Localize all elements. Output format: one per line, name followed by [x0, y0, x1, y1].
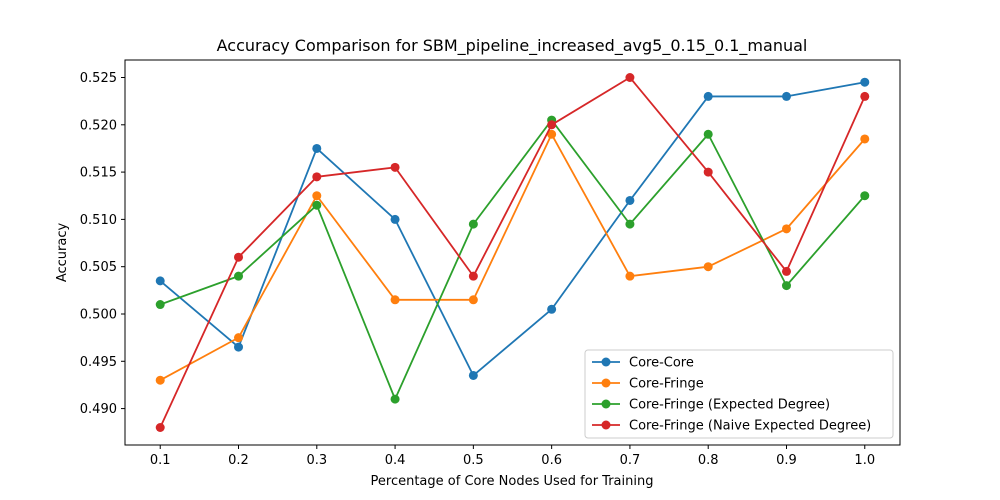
legend-label: Core-Fringe (Expected Degree) — [629, 398, 830, 413]
series-layer — [155, 73, 870, 432]
data-point — [234, 333, 244, 343]
data-point — [390, 394, 400, 404]
y-tick-label: 0.525 — [80, 71, 117, 86]
y-tick-label: 0.495 — [80, 355, 117, 370]
y-tick-label: 0.490 — [80, 402, 117, 417]
y-tick-label: 0.510 — [80, 213, 117, 228]
series-line — [159, 81, 865, 377]
x-tick-label: 0.3 — [306, 453, 327, 468]
legend: Core-Core Core-Fringe Core-Fringe (Expecte… — [584, 349, 894, 439]
legend-label: Core-Core — [629, 356, 694, 371]
data-point — [860, 191, 870, 201]
legend-label: Core-Fringe — [629, 377, 704, 392]
x-tick-label: 1.0 — [854, 453, 875, 468]
series-2 — [155, 129, 870, 385]
data-point — [781, 91, 791, 101]
data-point — [781, 224, 791, 234]
series-line — [159, 119, 866, 401]
data-point — [781, 266, 791, 276]
series-3 — [155, 115, 870, 404]
x-axis-ticks: 0.1 0.2 0.3 0.4 0.5 0.6 0.7 0.8 0.9 1.0 — [150, 445, 875, 468]
series-line — [159, 76, 866, 428]
data-point — [625, 219, 635, 229]
x-tick-label: 0.2 — [228, 453, 249, 468]
data-point — [703, 167, 713, 177]
y-tick-label: 0.520 — [80, 118, 117, 133]
data-point — [860, 91, 870, 101]
data-point — [547, 120, 557, 130]
legend-box — [584, 349, 894, 439]
x-axis-label: Percentage of Core Nodes Used for Traini… — [371, 474, 654, 489]
data-point — [547, 129, 557, 139]
data-point — [155, 423, 165, 432]
y-tick-label: 0.505 — [80, 260, 117, 275]
data-point — [860, 77, 870, 87]
legend-marker-swatch — [601, 420, 611, 430]
data-point — [781, 281, 791, 291]
x-tick-label: 0.8 — [698, 453, 719, 468]
data-point — [860, 134, 870, 144]
y-tick-label: 0.500 — [80, 307, 117, 322]
data-point — [468, 295, 478, 305]
chart-title: Accuracy Comparison for SBM_pipeline_inc… — [217, 36, 808, 56]
data-point — [468, 219, 478, 229]
legend-item: Core-Fringe (Expected Degree) — [592, 398, 830, 413]
data-point — [234, 342, 244, 352]
data-point — [312, 191, 322, 201]
plot-frame — [124, 59, 901, 446]
y-axis-ticks: 0.490 0.495 0.500 0.505 0.510 0.515 0.520 0.525 — [80, 71, 125, 417]
data-point — [234, 271, 244, 281]
legend-item: Core-Core — [592, 356, 694, 371]
data-point — [547, 304, 557, 314]
series-line — [159, 133, 866, 381]
legend-marker-swatch — [601, 399, 611, 409]
x-tick-label: 0.5 — [463, 453, 484, 468]
data-point — [703, 262, 713, 272]
legend-marker-swatch — [601, 378, 611, 388]
data-point — [390, 295, 400, 305]
data-point — [155, 300, 165, 310]
data-point — [155, 375, 165, 385]
legend-label: Core-Fringe (Naive Expected Degree) — [629, 419, 871, 434]
legend-item: Core-Fringe — [592, 377, 704, 392]
data-point — [468, 370, 478, 380]
x-tick-label: 0.9 — [776, 453, 797, 468]
series-1 — [155, 77, 870, 380]
data-point — [625, 195, 635, 205]
y-axis-label: Accuracy — [55, 223, 70, 283]
data-point — [234, 252, 244, 262]
data-point — [312, 172, 322, 182]
data-point — [312, 143, 322, 153]
series-4 — [155, 73, 870, 432]
x-tick-label: 0.6 — [541, 453, 562, 468]
y-tick-label: 0.515 — [80, 166, 117, 181]
data-point — [390, 162, 400, 172]
legend-marker-swatch — [601, 357, 611, 367]
data-point — [468, 271, 478, 281]
data-point — [703, 129, 713, 139]
data-point — [625, 271, 635, 281]
data-point — [703, 91, 713, 101]
data-point — [155, 276, 165, 286]
data-point — [312, 200, 322, 210]
x-tick-label: 0.7 — [620, 453, 641, 468]
data-point — [390, 214, 400, 224]
x-tick-label: 0.4 — [385, 453, 406, 468]
legend-item: Core-Fringe (Naive Expected Degree) — [592, 419, 871, 434]
x-tick-label: 0.1 — [150, 453, 171, 468]
data-point — [625, 73, 635, 82]
